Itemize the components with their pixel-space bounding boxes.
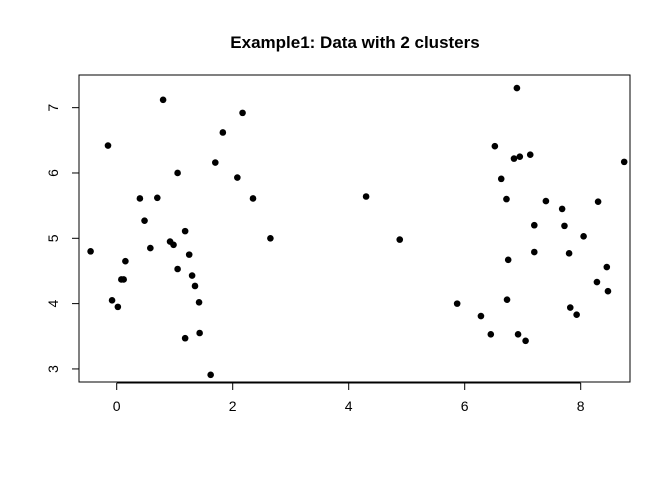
data-point [516,153,524,160]
data-point [141,217,148,224]
data-point [159,96,167,104]
chart-title: Example1: Data with 2 clusters [230,33,479,52]
data-point [522,337,529,345]
y-tick-label: 5 [45,234,61,242]
y-tick-label: 6 [45,169,61,177]
data-point [396,236,404,243]
data-point [566,304,574,311]
data-point [497,175,505,183]
data-point [154,194,161,202]
data-point [513,84,521,92]
x-tick-label: 4 [345,398,353,414]
x-tick-label: 2 [229,398,237,414]
y-axis: 3 4 5 6 7 [45,104,80,373]
data-point [188,272,196,279]
data-point [604,287,612,295]
plot-frame [78,74,631,383]
x-tick-label: 0 [113,398,121,414]
data-point [234,174,241,181]
data-point [362,193,370,200]
data-point [491,142,499,150]
data-point [174,169,181,177]
data-point [181,334,189,342]
data-point [503,296,511,303]
data-point [191,282,199,290]
data-point [120,276,127,283]
data-point [185,251,193,258]
data-point [503,195,510,203]
data-point [477,312,485,320]
x-tick-label: 8 [577,398,585,414]
data-points [87,84,628,379]
x-tick-label: 6 [461,398,469,414]
data-point [108,297,116,304]
data-point [147,244,154,252]
data-point [542,197,550,205]
y-tick-label: 7 [45,104,61,112]
data-point [239,109,246,117]
data-point [526,151,534,158]
data-point [195,299,203,306]
data-point [565,250,573,257]
data-point [212,159,219,166]
data-point [603,263,611,271]
data-point [114,303,122,311]
data-point [122,257,129,265]
data-point [531,248,538,256]
data-point [573,311,580,319]
data-point [267,234,274,242]
data-point [580,233,587,240]
data-point [219,129,227,136]
data-point [510,155,518,162]
data-point [514,331,522,338]
data-point [453,300,461,307]
data-point [170,241,177,249]
data-point [207,371,214,379]
data-point [531,221,538,229]
y-tick-label: 4 [45,300,61,308]
data-point [181,227,189,235]
data-point [249,195,257,202]
data-point [620,158,628,166]
data-point [558,205,566,213]
data-point [561,222,568,230]
x-axis: 0 2 4 6 8 [113,382,585,414]
data-point [174,265,181,273]
data-point [196,329,203,337]
data-point [594,198,602,206]
data-point [504,256,512,264]
data-point [136,195,144,202]
y-tick-label: 3 [45,365,61,373]
data-point [104,142,112,149]
data-point [593,278,601,286]
data-point [487,331,495,338]
data-point [87,248,94,255]
